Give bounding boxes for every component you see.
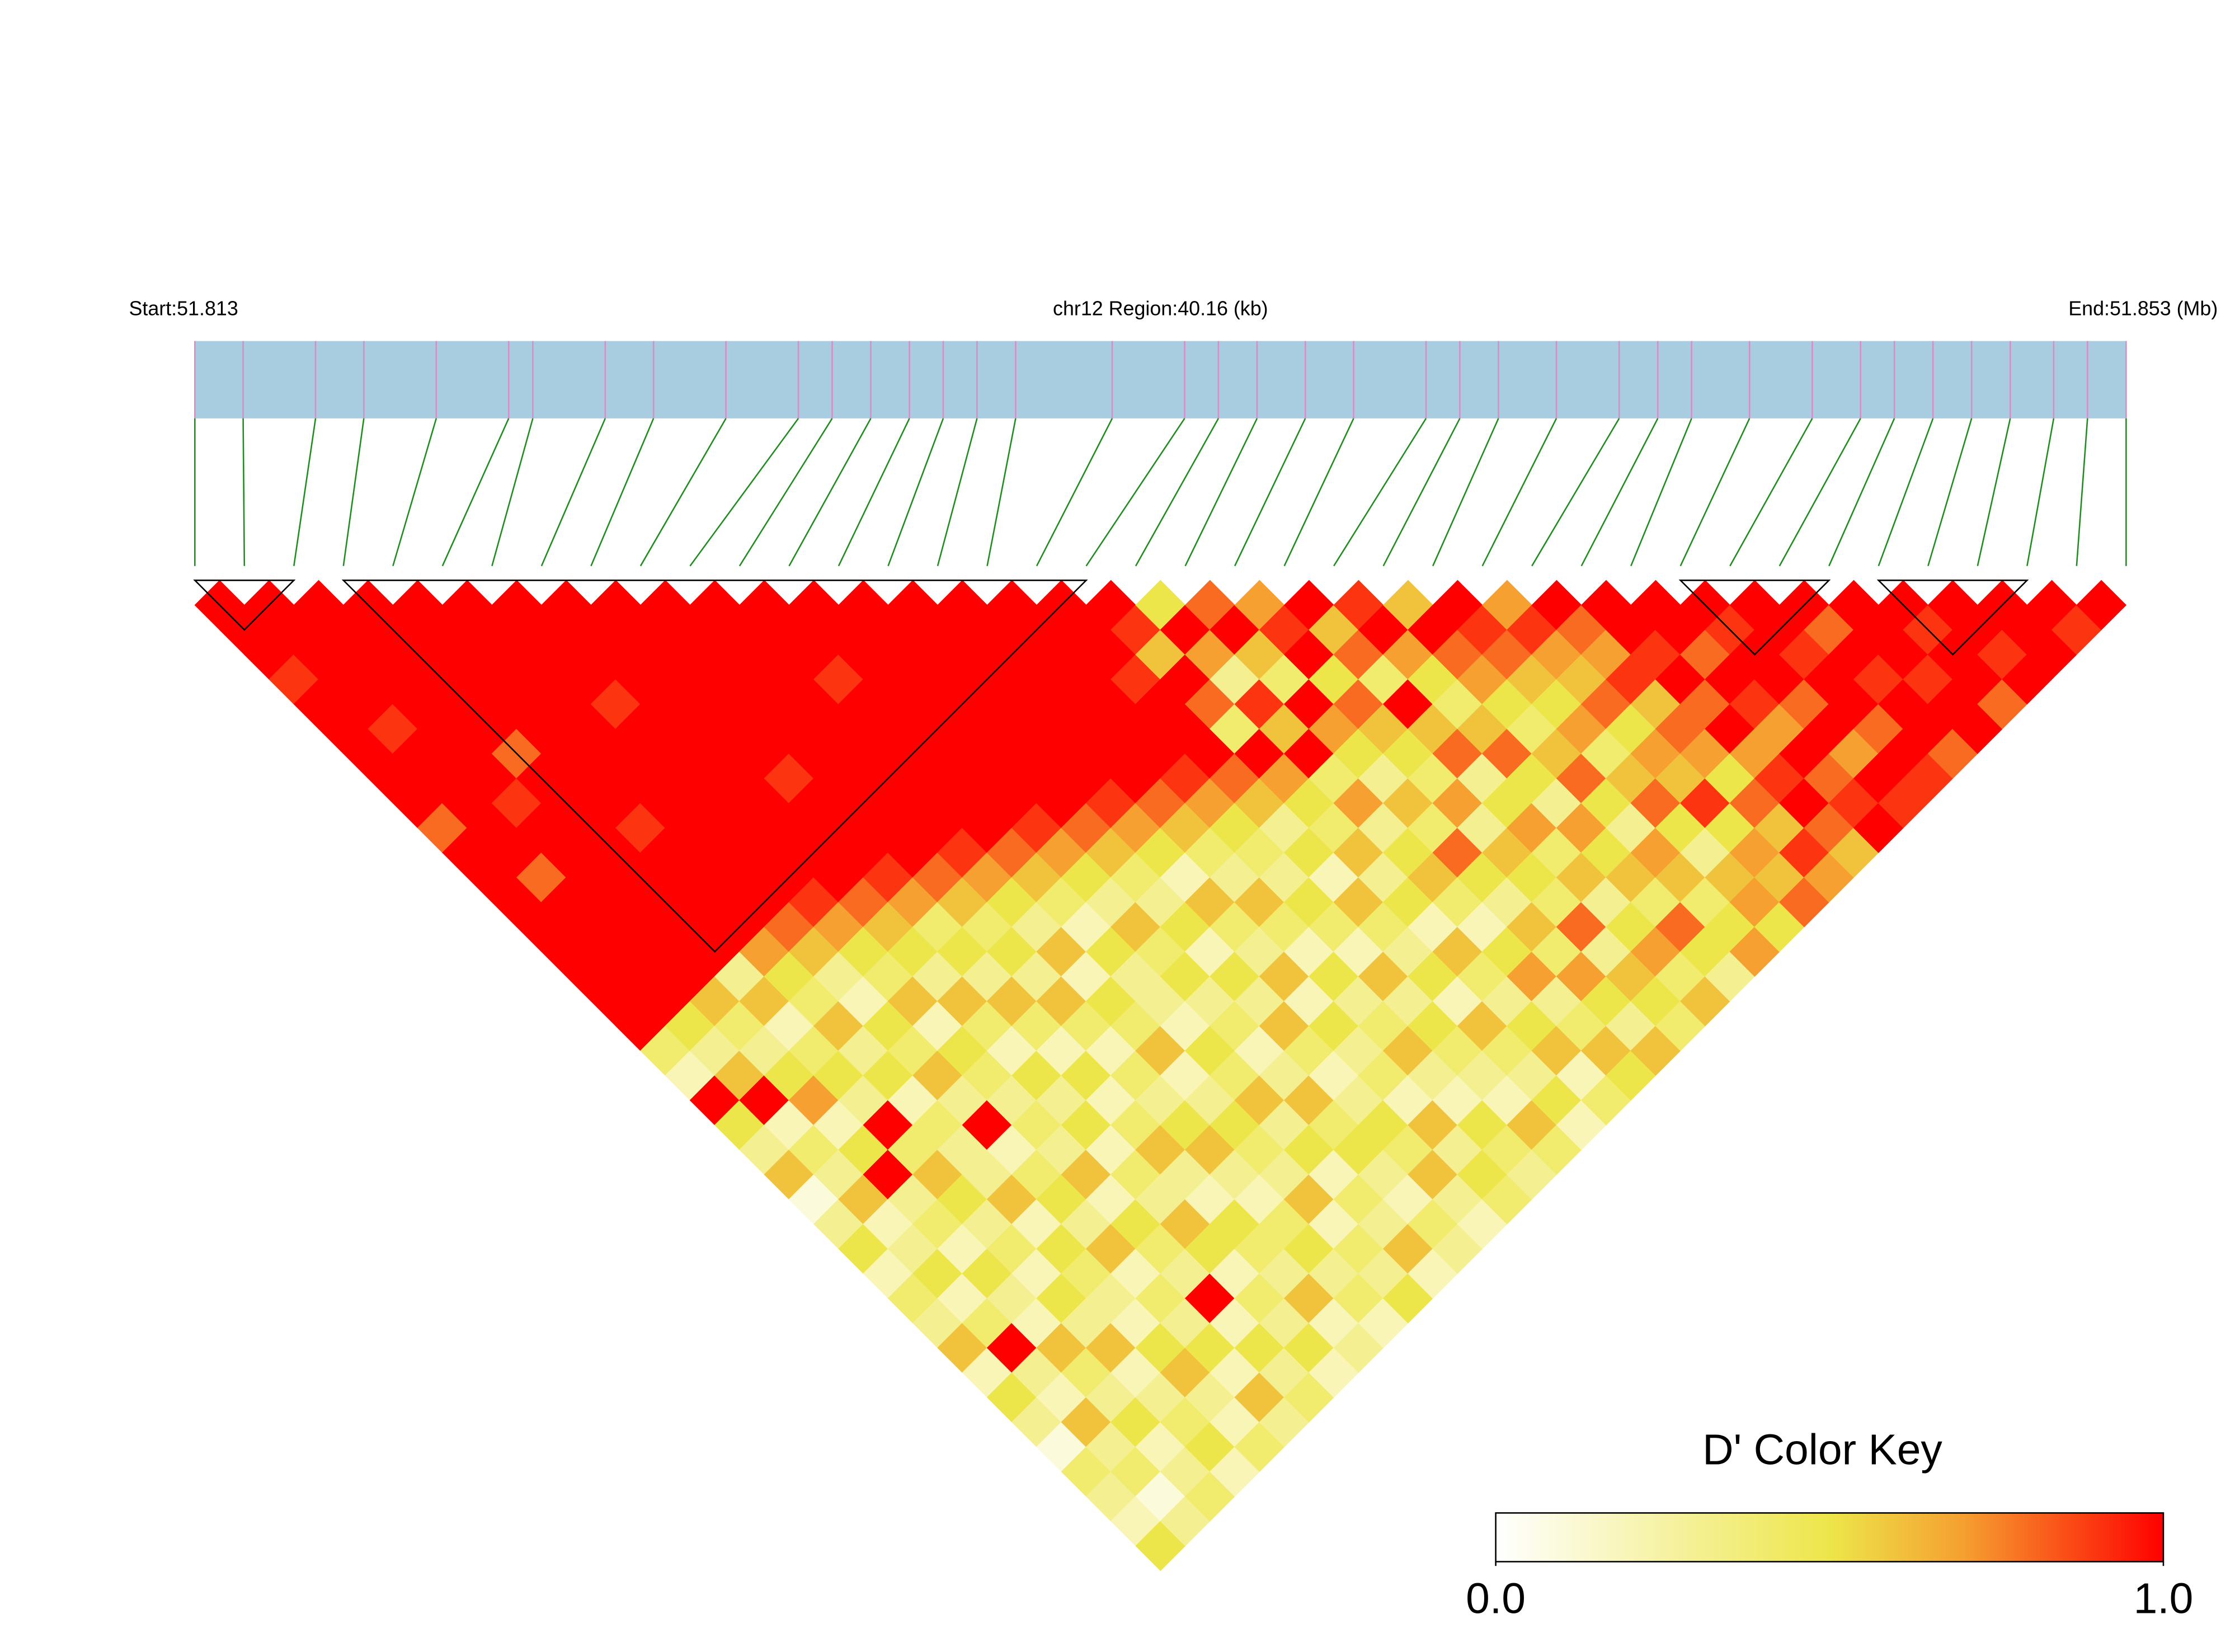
- end-label: End:51.853 (Mb): [2068, 298, 2218, 320]
- snp-link: [590, 418, 655, 567]
- snp-link: [738, 418, 833, 567]
- snp-link: [1878, 418, 1934, 567]
- color-key-label: 0.0: [1466, 1575, 1526, 1623]
- snp-link: [1135, 418, 1220, 567]
- ld-cell: [2076, 580, 2127, 630]
- color-key-bar: [1495, 1512, 2165, 1562]
- ld-block: [193, 580, 296, 631]
- color-key-label: 1.0: [2134, 1575, 2194, 1623]
- snp-link: [242, 418, 246, 566]
- snp-link: [1036, 418, 1113, 567]
- snp-link: [937, 418, 978, 567]
- snp-link: [1382, 418, 1461, 567]
- snp-link: [1234, 418, 1306, 567]
- snp-link: [639, 418, 727, 567]
- snp-link: [887, 418, 944, 567]
- snp-link: [342, 418, 365, 566]
- ld-block: [341, 580, 1088, 953]
- start-label: Start:51.813: [129, 298, 238, 320]
- snp-link: [1283, 418, 1354, 567]
- snp-link: [293, 418, 317, 566]
- region-bar: [195, 341, 2126, 418]
- snp-link: [540, 418, 606, 567]
- snp-link: [1432, 418, 1499, 567]
- ld-block: [1678, 580, 1831, 656]
- snp-link: [2076, 418, 2088, 566]
- snp-link: [1679, 418, 1751, 567]
- ld-block: [1876, 580, 2029, 656]
- snp-link: [1927, 418, 1973, 567]
- snp-link: [1580, 418, 1659, 567]
- snp-link: [441, 418, 510, 567]
- snp-link: [1184, 418, 1258, 567]
- snp-link: [986, 418, 1017, 566]
- snp-link: [788, 418, 872, 567]
- snp-link: [1481, 418, 1558, 567]
- snp-link: [1778, 418, 1861, 567]
- snp-link: [1333, 418, 1427, 567]
- snp-link: [392, 418, 437, 567]
- snp-link: [1828, 418, 1895, 567]
- snp-link: [491, 418, 534, 567]
- snp-link: [689, 418, 799, 567]
- color-key-title: D' Color Key: [1702, 1425, 1942, 1474]
- snp-link: [2026, 418, 2055, 566]
- snp-link: [1085, 418, 1185, 567]
- snp-link: [1977, 418, 2011, 566]
- snp-link: [1531, 418, 1620, 567]
- snp-link: [837, 418, 910, 567]
- region-label: chr12 Region:40.16 (kb): [1053, 298, 1268, 320]
- snp-link: [1630, 418, 1692, 567]
- snp-link: [1729, 418, 1813, 567]
